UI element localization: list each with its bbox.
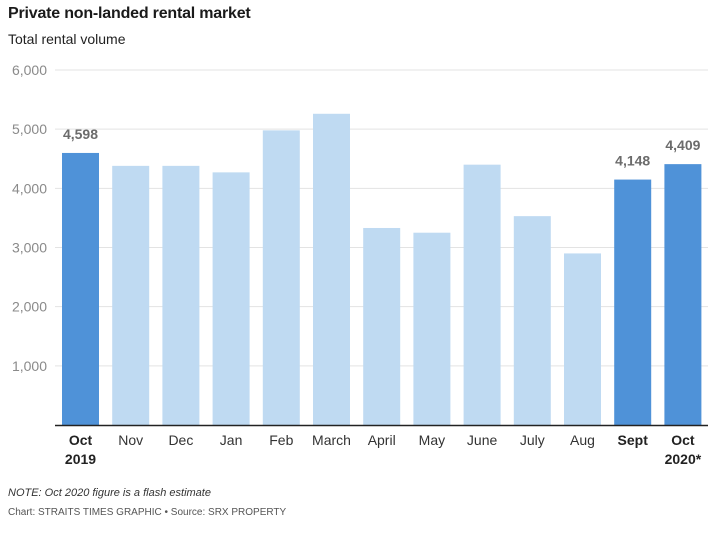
bar (212, 172, 250, 425)
x-tick-label: 2019 (65, 451, 96, 467)
bars (62, 113, 702, 426)
y-tick-label: 4,000 (12, 180, 47, 196)
bar (162, 165, 200, 425)
x-tick-label: Jan (220, 432, 243, 448)
bar (413, 232, 451, 425)
x-tick-label: June (467, 432, 498, 448)
x-tick-label: Oct (671, 432, 695, 448)
y-tick-label: 1,000 (12, 358, 47, 374)
chart-subtitle: Total rental volume (8, 31, 126, 47)
bar (262, 130, 300, 425)
x-tick-label: Dec (168, 432, 193, 448)
y-tick-label: 6,000 (12, 62, 47, 78)
bar (664, 164, 702, 426)
x-tick-label: Feb (269, 432, 293, 448)
bar (112, 165, 150, 425)
x-tick-label: Nov (118, 432, 143, 448)
source-credit: Chart: STRAITS TIMES GRAPHIC • Source: S… (8, 507, 287, 518)
bar (564, 253, 601, 425)
x-tick-label: Aug (570, 432, 595, 448)
x-tick-label: March (312, 432, 351, 448)
x-tick-label: May (419, 432, 445, 448)
x-tick-label: Sept (618, 432, 649, 448)
bar (363, 227, 401, 425)
x-tick-label: July (520, 432, 545, 448)
bar (513, 216, 551, 425)
footnote: NOTE: Oct 2020 figure is a flash estimat… (8, 487, 211, 499)
data-label: 4,598 (63, 126, 98, 142)
data-label: 4,148 (615, 153, 650, 169)
y-tick-label: 5,000 (12, 121, 47, 137)
bar (62, 152, 99, 425)
labels: 1,000 2,000 3,000 4,000 5,000 6,000 4,598 Oct 20… (12, 62, 702, 467)
y-tick-label: 2,000 (12, 299, 47, 315)
bar (614, 179, 652, 425)
x-tick-label: April (368, 432, 396, 448)
bar (313, 113, 350, 426)
x-tick-label: Oct (69, 432, 93, 448)
data-label: 4,409 (665, 137, 700, 153)
y-tick-label: 3,000 (12, 240, 47, 256)
chart-title: Private non-landed rental market (8, 5, 251, 22)
x-tick-label: 2020* (665, 451, 702, 467)
bar (463, 164, 501, 425)
